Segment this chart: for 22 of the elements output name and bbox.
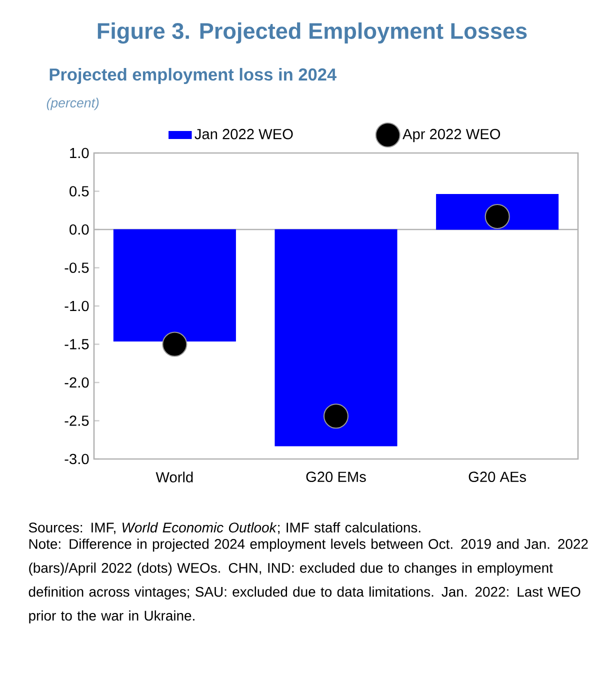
y-tick-label: -1.0 (64, 300, 89, 312)
source-note: Sources: IMF, World Economic Outlook; IMF staff calculations. (28, 522, 420, 534)
text: Note: Difference in projected 2024 employment levels between Oct. 2019 and Jan. 2022 (bars)/April 2022 (dots) WEOs. CHN, IND: excluded due to changes in employment definition across vintages; SAU: excluded due to data limitations. Jan. 2022: Last WEO prior to the war in Ukraine. (28, 538, 588, 624)
point (323, 404, 349, 429)
legend-label: Jan 2022 WEO (194, 128, 293, 140)
y-tick-label: -2.0 (64, 377, 89, 388)
y-tick-label: -1.5 (64, 339, 89, 350)
y-tick-label: 0.0 (70, 224, 89, 235)
chart-subtitle: Projected employment loss in 2024 (50, 68, 337, 84)
y-tick-label: 0.5 (70, 186, 89, 196)
point (484, 204, 510, 230)
y-tick-label: -3.0 (64, 454, 89, 464)
x-tick-label: G20 EMs (306, 472, 366, 482)
chart-title: Figure 3. Projected Employment Losses (98, 22, 527, 44)
y-tick-label: 1.0 (70, 148, 89, 158)
x-tick-label: World (156, 472, 193, 482)
legend-label: Apr 2022 WEO (402, 128, 500, 142)
text: (percent) (46, 98, 99, 110)
y-tick-label: -0.5 (64, 262, 89, 273)
x-tick-label: G20 AEs (468, 472, 526, 482)
y-tick-label: -2.5 (64, 416, 89, 426)
point (162, 332, 188, 357)
